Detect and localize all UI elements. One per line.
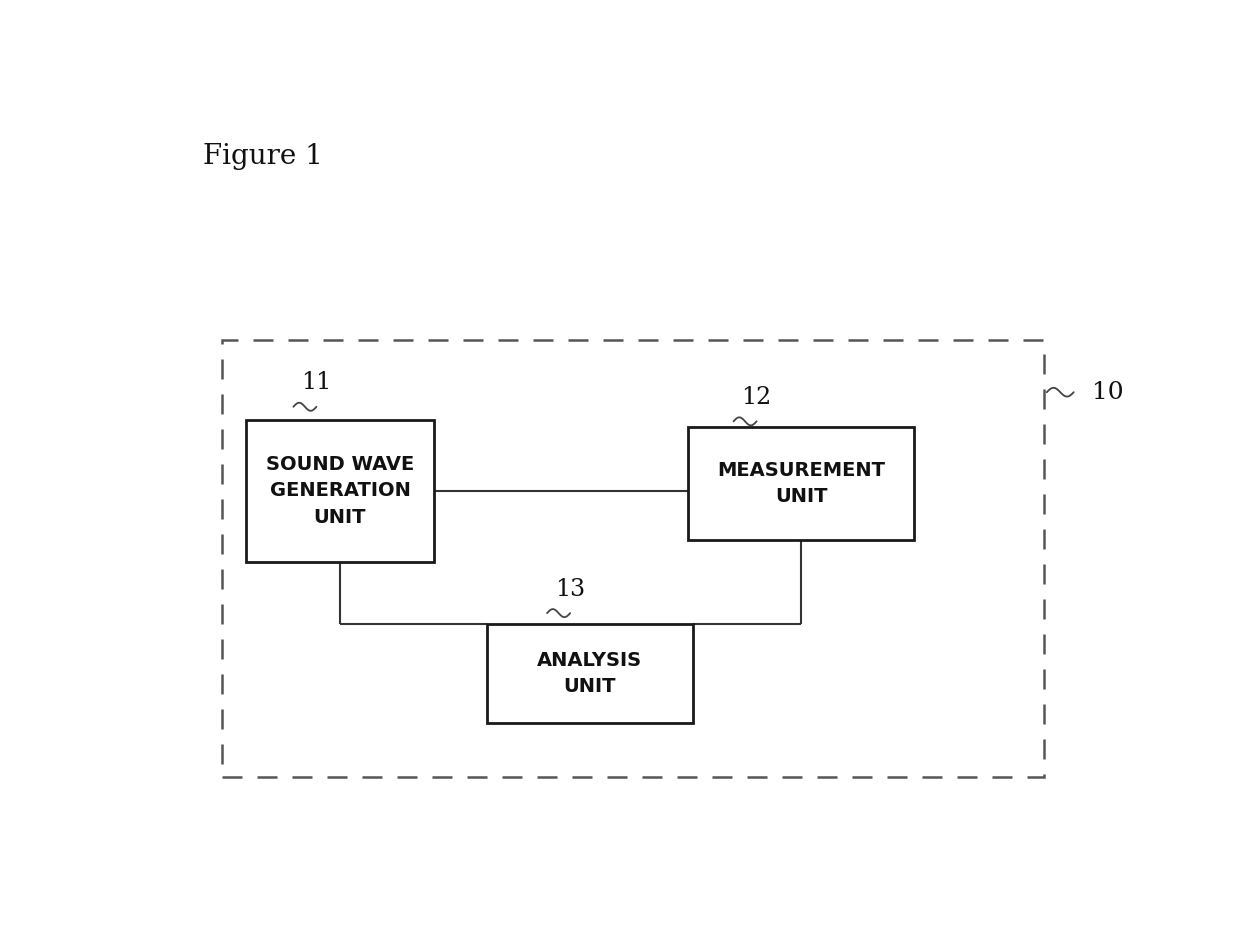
Text: 10: 10 (1092, 381, 1123, 403)
Text: ANALYSIS
UNIT: ANALYSIS UNIT (537, 651, 642, 696)
Text: 13: 13 (556, 578, 585, 600)
Text: SOUND WAVE
GENERATION
UNIT: SOUND WAVE GENERATION UNIT (265, 455, 414, 527)
Text: MEASUREMENT
UNIT: MEASUREMENT UNIT (717, 461, 885, 507)
Text: 11: 11 (301, 371, 331, 394)
Bar (688, 427, 914, 540)
Bar (486, 624, 693, 723)
Text: Figure 1: Figure 1 (203, 143, 322, 170)
Text: 12: 12 (742, 386, 771, 409)
Bar (222, 340, 1044, 777)
Bar (247, 420, 434, 563)
